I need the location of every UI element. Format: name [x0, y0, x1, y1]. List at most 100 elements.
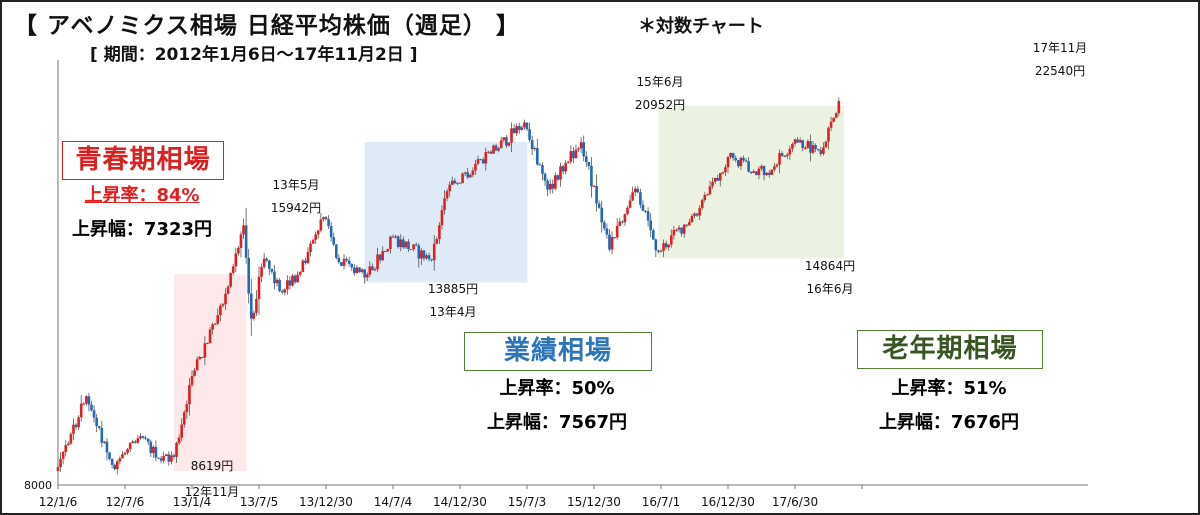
- candle-body: [523, 122, 526, 128]
- candle-body: [59, 458, 62, 468]
- candle-body: [182, 412, 186, 425]
- candle-body: [659, 250, 663, 252]
- candle-body: [584, 156, 588, 162]
- candle-body: [242, 225, 245, 235]
- candle-body: [180, 424, 183, 438]
- candle-body: [353, 267, 356, 274]
- candle-body: [425, 255, 428, 259]
- candle-body: [554, 175, 557, 189]
- candle-body: [700, 199, 704, 209]
- candle-body: [670, 235, 673, 245]
- candle-body: [394, 236, 397, 238]
- candle-body: [623, 214, 627, 223]
- candle-body: [402, 239, 405, 248]
- candle-body: [636, 188, 640, 193]
- annotation-value: 22540円: [1035, 64, 1085, 78]
- candle-body: [757, 168, 761, 176]
- candle-body: [445, 191, 449, 199]
- candle-body: [108, 452, 111, 459]
- candle-body: [237, 247, 240, 254]
- candle-body: [255, 299, 258, 313]
- candle-body: [296, 274, 299, 283]
- candle-body: [780, 153, 784, 156]
- candle-body: [744, 160, 748, 162]
- candle-body: [190, 375, 194, 385]
- candle-body: [778, 153, 781, 165]
- candle-body: [170, 455, 173, 462]
- annotation-value: 20952円: [635, 98, 685, 112]
- x-tick-label: 14/12/30: [433, 495, 487, 509]
- candle-body: [92, 410, 96, 418]
- candle-body: [561, 166, 565, 172]
- candle-body: [201, 357, 204, 359]
- x-tick-label: 16/12/30: [701, 495, 755, 509]
- candle-body: [726, 157, 730, 168]
- candle-body: [737, 160, 740, 167]
- candle-body: [164, 454, 168, 457]
- candle-body: [371, 266, 374, 271]
- phase-earnings-range: 上昇幅：7567円: [486, 412, 628, 433]
- candle-body: [257, 276, 261, 300]
- candle-body: [721, 172, 725, 174]
- annotation-date: 16年6月: [807, 282, 854, 296]
- candle-body: [239, 234, 243, 248]
- candle-body: [154, 446, 158, 458]
- candle-body: [226, 286, 230, 294]
- candle-body: [492, 145, 495, 154]
- candle-body: [458, 182, 462, 184]
- candle-body: [365, 274, 369, 278]
- candle-body: [347, 260, 351, 264]
- annotation-date: 13年4月: [430, 305, 477, 319]
- candle-body: [417, 245, 421, 259]
- candle-body: [484, 152, 488, 164]
- phase-senior-region: [658, 105, 845, 259]
- candle-body: [471, 170, 475, 175]
- candle-body: [216, 315, 220, 324]
- candle-body: [414, 244, 418, 246]
- candle-body: [329, 226, 333, 238]
- candle-body: [788, 148, 792, 155]
- annotation-date: 17年11月: [1033, 41, 1088, 55]
- candle-body: [590, 165, 593, 187]
- candle-body: [685, 224, 689, 226]
- candle-body: [574, 149, 578, 159]
- candle-body: [466, 172, 470, 178]
- candle-body: [100, 427, 104, 443]
- candle-body: [724, 167, 727, 173]
- candle-body: [579, 142, 583, 149]
- candle-body: [592, 185, 596, 187]
- candle-body: [775, 164, 779, 167]
- candle-body: [332, 237, 336, 245]
- x-tick-label: 14/7/4: [374, 495, 413, 509]
- candle-body: [376, 254, 379, 270]
- candle-body: [113, 464, 116, 470]
- candle-body: [793, 139, 797, 144]
- candle-body: [577, 148, 580, 150]
- candle-body: [249, 293, 253, 319]
- candle-body: [770, 169, 774, 175]
- candle-body: [716, 177, 719, 181]
- candle-body: [649, 220, 652, 231]
- phase-youth-title: 青春期相場: [62, 141, 224, 180]
- candle-body: [265, 258, 269, 261]
- candle-body: [301, 260, 305, 272]
- candle-body: [559, 166, 562, 180]
- candle-body: [613, 237, 616, 239]
- candle-body: [298, 271, 302, 275]
- candle-body: [450, 180, 454, 185]
- candle-body: [61, 451, 65, 459]
- x-tick-label: 17/6/30: [772, 495, 818, 509]
- candle-body: [327, 219, 330, 227]
- candle-body: [827, 127, 830, 142]
- candle-body: [708, 186, 712, 195]
- candle-body: [152, 446, 155, 454]
- candle-body: [543, 173, 547, 181]
- candle-body: [698, 208, 701, 216]
- candle-body: [646, 211, 650, 221]
- candle-body: [752, 171, 756, 173]
- candle-body: [213, 323, 217, 325]
- x-tick-label: 13/1/4: [173, 495, 212, 509]
- candle-body: [767, 172, 771, 175]
- candle-body: [443, 198, 446, 211]
- candle-body: [806, 141, 810, 148]
